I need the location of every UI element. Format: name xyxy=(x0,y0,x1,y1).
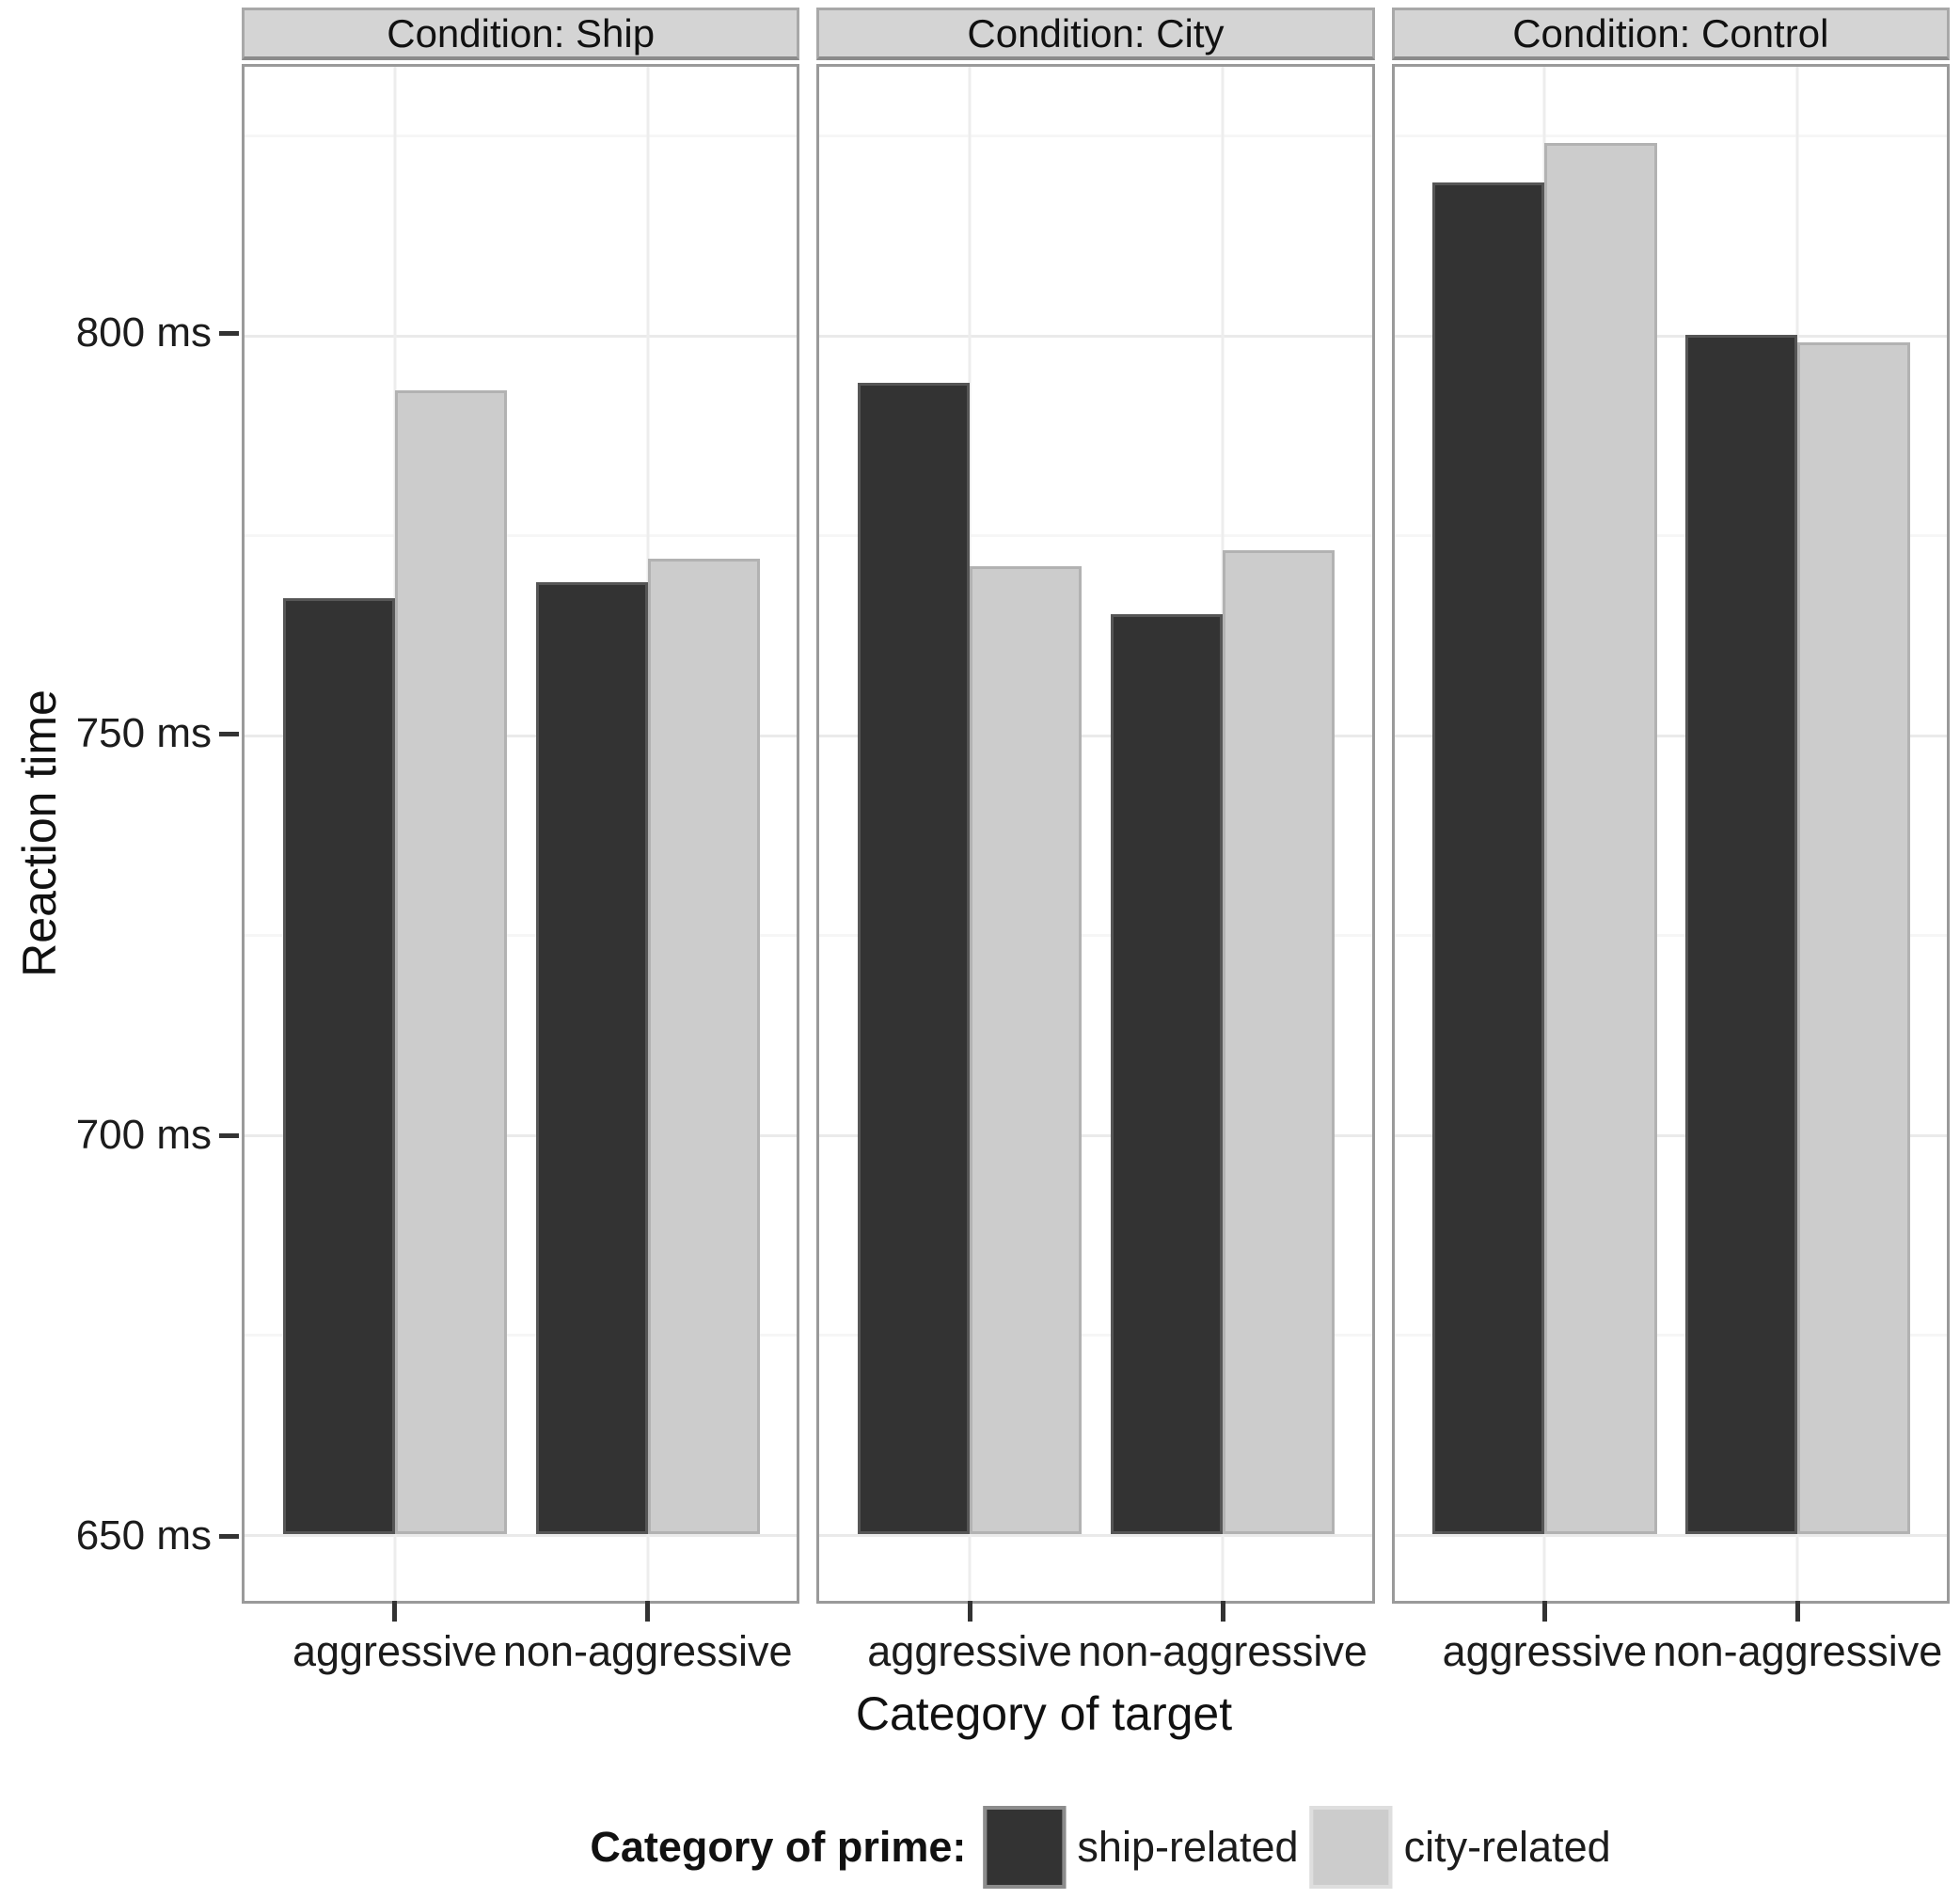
x-tick-label: aggressive xyxy=(867,1627,1072,1675)
major-gridline xyxy=(819,734,1372,737)
facet-panel-city: Condition: City aggressive non-aggressive xyxy=(816,8,1375,1675)
x-tick-mark xyxy=(967,1601,972,1622)
bar-city-non-aggressive-city-related xyxy=(1223,550,1336,1534)
facet-panel-ship: Condition: Ship aggressive non-aggressive xyxy=(242,8,800,1675)
major-gridline xyxy=(819,334,1372,338)
facet-panel-control: Condition: Control aggressive non-aggress… xyxy=(1391,8,1950,1675)
facet-header-ship: Condition: Ship xyxy=(242,8,800,60)
facet-panels: Condition: Ship aggressive non-aggressive… xyxy=(242,8,1950,1675)
bar-ship-aggressive-ship-related xyxy=(282,598,395,1534)
legend-swatch-city-related xyxy=(1309,1806,1393,1889)
major-gridline xyxy=(1394,1133,1947,1137)
x-tick-label: non-aggressive xyxy=(1078,1627,1367,1675)
facet-header-control: Condition: Control xyxy=(1391,8,1950,60)
major-gridline xyxy=(245,1533,798,1537)
minor-gridline xyxy=(1394,1334,1947,1337)
legend-title: Category of prime: xyxy=(590,1823,967,1871)
bar-ship-aggressive-city-related xyxy=(394,390,507,1534)
x-tick-mark xyxy=(1794,1601,1800,1622)
minor-gridline xyxy=(819,934,1372,938)
bar-city-aggressive-ship-related xyxy=(857,382,971,1534)
major-gridline xyxy=(245,334,798,338)
minor-gridline xyxy=(819,135,1372,138)
x-tick-label: non-aggressive xyxy=(502,1627,793,1675)
y-axis-title: Reaction time xyxy=(13,689,66,977)
y-tick-label: 800 ms xyxy=(75,309,212,356)
x-axis-title: Category of target xyxy=(855,1687,1233,1740)
plot-area-ship: aggressive non-aggressive xyxy=(242,64,800,1675)
major-gridline xyxy=(819,1133,1372,1137)
major-gridline xyxy=(819,1533,1372,1537)
bar-ship-non-aggressive-ship-related xyxy=(535,582,648,1534)
minor-gridline xyxy=(1394,534,1947,538)
minor-gridline xyxy=(1394,135,1947,138)
bar-city-aggressive-city-related xyxy=(970,566,1083,1534)
minor-gridline xyxy=(245,934,798,938)
bar-control-non-aggressive-city-related xyxy=(1797,342,1910,1534)
legend-label-city-related: city-related xyxy=(1403,1823,1611,1871)
bar-control-aggressive-city-related xyxy=(1544,142,1657,1534)
x-tick-label: aggressive xyxy=(292,1627,498,1675)
x-tick-label: aggressive xyxy=(1442,1627,1648,1675)
y-tick-label: 650 ms xyxy=(75,1512,212,1559)
major-gridline xyxy=(1394,334,1947,338)
minor-gridline xyxy=(245,1334,798,1337)
minor-gridline xyxy=(819,534,1372,538)
plot-area-control: aggressive non-aggressive xyxy=(1391,64,1950,1675)
bar-control-non-aggressive-ship-related xyxy=(1685,334,1798,1534)
major-gridline xyxy=(1394,734,1947,737)
bar-city-non-aggressive-ship-related xyxy=(1110,614,1224,1534)
x-tick-mark xyxy=(1220,1601,1225,1622)
x-tick-mark xyxy=(392,1601,398,1622)
y-tick-mark xyxy=(219,1132,239,1138)
major-gridline xyxy=(245,734,798,737)
minor-gridline xyxy=(245,534,798,538)
legend-swatch-ship-related xyxy=(983,1806,1067,1889)
x-tick-mark xyxy=(645,1601,651,1622)
major-gridline xyxy=(245,1133,798,1137)
minor-gridline xyxy=(819,1334,1372,1337)
bar-ship-non-aggressive-city-related xyxy=(647,558,760,1534)
major-gridline xyxy=(1394,1533,1947,1537)
facet-header-city: Condition: City xyxy=(816,8,1375,60)
legend-label-ship-related: ship-related xyxy=(1077,1823,1299,1871)
plot-area-city: aggressive non-aggressive xyxy=(816,64,1375,1675)
y-tick-mark xyxy=(219,732,239,737)
y-tick-label: 700 ms xyxy=(75,1111,212,1158)
bar-control-aggressive-ship-related xyxy=(1432,182,1545,1534)
minor-gridline xyxy=(1394,934,1947,938)
x-tick-mark xyxy=(1541,1601,1547,1622)
y-tick-mark xyxy=(219,330,239,336)
legend: Category of prime: ship-related city-rel… xyxy=(590,1806,1611,1889)
y-tick-mark xyxy=(219,1534,239,1540)
x-tick-label: non-aggressive xyxy=(1652,1627,1943,1675)
minor-gridline xyxy=(245,135,798,138)
